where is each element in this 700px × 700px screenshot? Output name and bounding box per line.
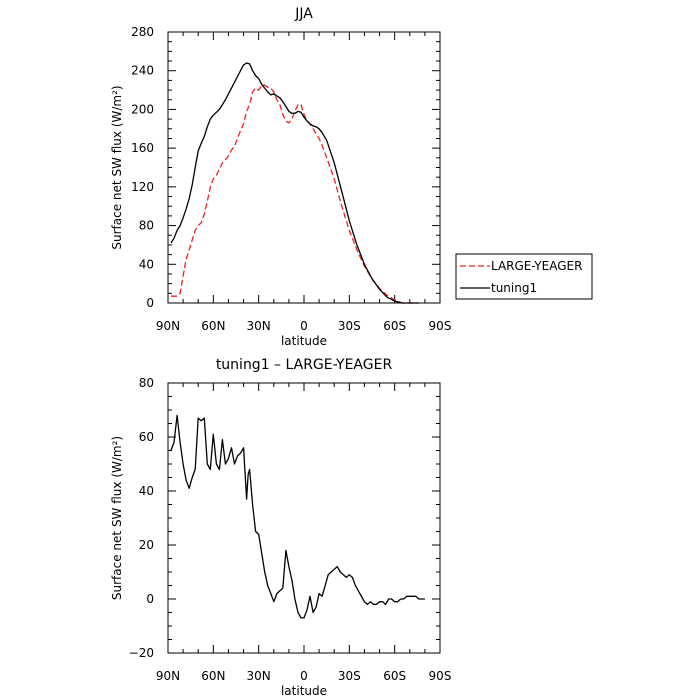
y-tick-label: 40	[139, 257, 154, 271]
x-axis-label: latitude	[281, 684, 327, 698]
x-tick-label: 90S	[429, 669, 452, 683]
x-tick-label: 30S	[338, 319, 361, 333]
legend: LARGE-YEAGER tuning1	[455, 253, 593, 300]
x-tick-label: 30N	[247, 669, 271, 683]
y-tick-label: 0	[146, 592, 154, 606]
y-tick-label: 80	[139, 376, 154, 390]
x-tick-label: 30N	[247, 319, 271, 333]
x-tick-label: 60S	[383, 319, 406, 333]
y-tick-label: 120	[131, 180, 154, 194]
x-tick-label: 60N	[201, 669, 225, 683]
y-tick-label: 80	[139, 219, 154, 233]
x-tick-label: 60S	[383, 669, 406, 683]
x-tick-label: 90N	[156, 319, 180, 333]
x-tick-label: 90S	[429, 319, 452, 333]
x-tick-label: 90N	[156, 669, 180, 683]
y-tick-label: 20	[139, 538, 154, 552]
series-line-0	[171, 84, 419, 304]
x-tick-label: 0	[300, 319, 308, 333]
x-tick-label: 60N	[201, 319, 225, 333]
y-tick-label: −20	[129, 646, 154, 660]
y-tick-label: 200	[131, 102, 154, 116]
tick-marks	[167, 382, 441, 654]
legend-label-1: tuning1	[491, 281, 537, 295]
x-tick-label: 0	[300, 669, 308, 683]
y-tick-label: 280	[131, 25, 154, 39]
x-axis-label: latitude	[281, 334, 327, 348]
chart-title: JJA	[294, 6, 313, 22]
tick-marks	[167, 31, 441, 304]
y-tick-label: 40	[139, 484, 154, 498]
series-line-1	[170, 62, 419, 304]
y-tick-label: 240	[131, 64, 154, 78]
y-tick-label: 160	[131, 141, 154, 155]
plot-frame	[167, 382, 441, 654]
chart-title: tuning1 – LARGE-YEAGER	[216, 357, 393, 373]
y-axis-label: Surface net SW flux (W/m²)	[110, 436, 124, 600]
x-tick-label: 30S	[338, 669, 361, 683]
y-tick-label: 0	[146, 296, 154, 310]
top-panel: JJA 90N 60N 30N 0 30S 60S 90S 0 40 80 120 160 200 240 2…	[110, 6, 593, 348]
legend-label-0: LARGE-YEAGER	[491, 259, 582, 273]
y-tick-label: 60	[139, 430, 154, 444]
series-line-0	[170, 414, 425, 619]
legend-box	[455, 253, 593, 300]
bottom-panel: tuning1 – LARGE-YEAGER 90N 60N 30N 0 30S 60S 90…	[110, 357, 451, 698]
plot-frame	[167, 31, 441, 304]
y-axis-label: Surface net SW flux (W/m²)	[110, 85, 124, 249]
